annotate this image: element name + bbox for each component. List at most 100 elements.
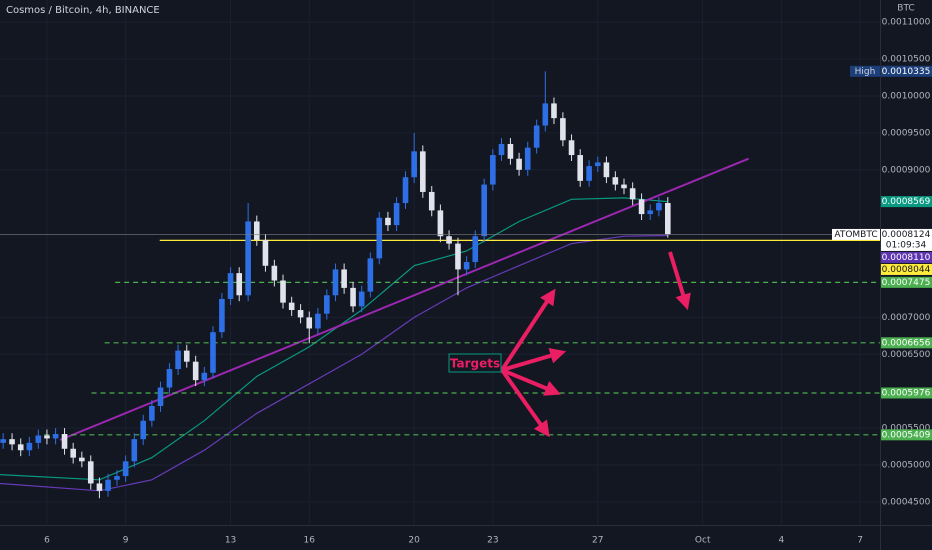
candle-body — [9, 439, 15, 445]
candle-body — [26, 442, 33, 451]
y-tick-label: 0.0006500 — [882, 350, 931, 360]
candle-body — [96, 483, 103, 491]
price-label-box — [881, 387, 932, 399]
candle-body — [17, 444, 24, 451]
price-label-box — [881, 429, 932, 441]
candle-body — [35, 435, 42, 443]
price-label-box — [881, 65, 932, 77]
price-label: 0.0010335 — [882, 67, 931, 77]
annotation-box — [448, 353, 502, 373]
candle-body — [516, 158, 522, 170]
price-label: 0.0008569 — [882, 197, 931, 207]
candle-body — [70, 448, 76, 458]
x-tick-label: 20 — [408, 536, 420, 546]
price-label: 0.0008124 — [882, 230, 931, 240]
arrow — [501, 348, 567, 372]
candle-body — [288, 302, 295, 311]
price-tag: ATOMBTC — [834, 230, 877, 240]
y-tick-label: 0.0011000 — [882, 18, 931, 28]
candle-body — [385, 217, 391, 226]
y-tick-label: 0.0005000 — [882, 461, 931, 471]
candle-body — [446, 236, 452, 244]
candle-body — [542, 103, 549, 126]
y-tick-label: 0.0004500 — [882, 497, 931, 507]
x-tick-label: 13 — [225, 536, 236, 546]
candle-body — [332, 269, 339, 296]
candle-body — [603, 162, 610, 178]
candle-body — [192, 361, 199, 381]
candle-body — [324, 295, 330, 314]
candle-body — [568, 140, 575, 156]
candle-body — [245, 221, 251, 296]
x-tick-label: 23 — [487, 536, 498, 546]
arrow — [501, 368, 561, 396]
candle-body — [280, 280, 286, 303]
price-label: 0.0008110 — [882, 253, 931, 263]
price-label: 0.0007475 — [882, 278, 931, 288]
candle-body — [524, 147, 531, 170]
plot — [0, 71, 880, 499]
candle-body — [44, 435, 50, 439]
candle-body — [201, 372, 208, 381]
candle-body — [236, 273, 243, 296]
candle-body — [149, 405, 155, 421]
price-label-box — [881, 276, 932, 288]
chart-title: Cosmos / Bitcoin, 4h, BINANCE — [6, 5, 160, 16]
candle-body — [507, 143, 514, 159]
candle-body — [271, 265, 278, 281]
price-label: 0.0008044 — [882, 265, 931, 275]
candle-body — [656, 203, 662, 211]
candle-body — [533, 125, 540, 148]
candle-body — [350, 287, 356, 307]
candle-body — [315, 313, 321, 329]
x-tick-label: 7 — [857, 536, 863, 546]
candle-body — [437, 210, 444, 237]
candle-body — [367, 258, 374, 292]
y-tick-label: 0.0009000 — [882, 165, 931, 175]
candle-body — [594, 162, 601, 167]
price-label: 0.0005409 — [882, 430, 931, 440]
countdown: 01:09:34 — [886, 240, 927, 250]
y-tick-label: 0.0010000 — [882, 92, 931, 102]
candle-body — [629, 188, 636, 200]
x-tick-label: 6 — [44, 536, 50, 546]
price-tag: High — [855, 67, 876, 77]
price-label-box — [881, 251, 932, 263]
candle-body — [262, 239, 269, 266]
candle-body — [253, 221, 260, 240]
candle-body — [105, 479, 111, 491]
candle-body — [551, 103, 557, 119]
candle-body — [140, 420, 147, 440]
arrow — [668, 251, 691, 311]
candle-body — [183, 350, 190, 362]
candle-body — [577, 155, 583, 181]
x-tick-label: 4 — [779, 536, 785, 546]
y-tick-label: 0.0007000 — [882, 313, 931, 323]
price-tag-box — [832, 228, 880, 240]
candle-body — [393, 203, 400, 226]
arrow — [500, 288, 556, 372]
price-label-box — [881, 337, 932, 349]
candle-body — [166, 369, 173, 388]
x-tick-label: 27 — [592, 536, 603, 546]
candle-body — [376, 217, 383, 259]
candle-body — [411, 151, 417, 178]
candle-body — [175, 350, 181, 370]
candle-body — [79, 457, 85, 462]
y-tick-label: 0.0009500 — [882, 128, 931, 138]
candle-body — [157, 387, 164, 406]
candle-body — [481, 184, 487, 237]
candle-body — [306, 317, 313, 329]
candle-body — [612, 177, 619, 185]
x-tick-label: 16 — [304, 536, 316, 546]
line — [0, 234, 668, 492]
annotation: Targets — [450, 357, 500, 371]
candle-body — [131, 439, 138, 462]
candle-body — [638, 199, 645, 215]
candle-body — [647, 210, 654, 215]
x-tick-label: 9 — [123, 536, 129, 546]
candle-body — [498, 143, 505, 156]
price-label-box — [881, 228, 932, 251]
candle-body — [621, 184, 627, 189]
